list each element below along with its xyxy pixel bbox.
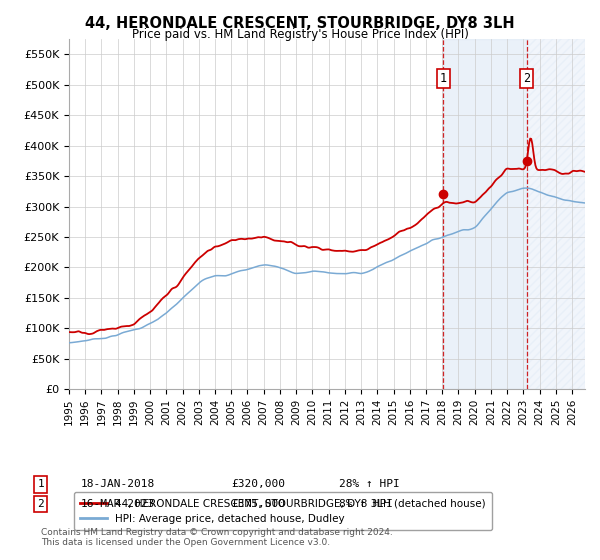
Bar [527, 39, 585, 389]
Text: £320,000: £320,000 [231, 479, 285, 489]
Text: 18-JAN-2018: 18-JAN-2018 [81, 479, 155, 489]
Text: Contains HM Land Registry data © Crown copyright and database right 2024.
This d: Contains HM Land Registry data © Crown c… [41, 528, 392, 547]
Text: 1: 1 [439, 72, 446, 85]
Text: 2: 2 [37, 499, 44, 509]
Text: 28% ↑ HPI: 28% ↑ HPI [339, 479, 400, 489]
Legend: 44, HERONDALE CRESCENT, STOURBRIDGE, DY8 3LH (detached house), HPI: Average pric: 44, HERONDALE CRESCENT, STOURBRIDGE, DY8… [74, 492, 492, 530]
Text: 1: 1 [37, 479, 44, 489]
Text: 16-MAR-2023: 16-MAR-2023 [81, 499, 155, 509]
Text: 2: 2 [523, 72, 530, 85]
Bar [443, 39, 527, 389]
Text: £375,000: £375,000 [231, 499, 285, 509]
Text: Price paid vs. HM Land Registry's House Price Index (HPI): Price paid vs. HM Land Registry's House … [131, 28, 469, 41]
Text: 8% ↑ HPI: 8% ↑ HPI [339, 499, 393, 509]
Text: 44, HERONDALE CRESCENT, STOURBRIDGE, DY8 3LH: 44, HERONDALE CRESCENT, STOURBRIDGE, DY8… [85, 16, 515, 31]
